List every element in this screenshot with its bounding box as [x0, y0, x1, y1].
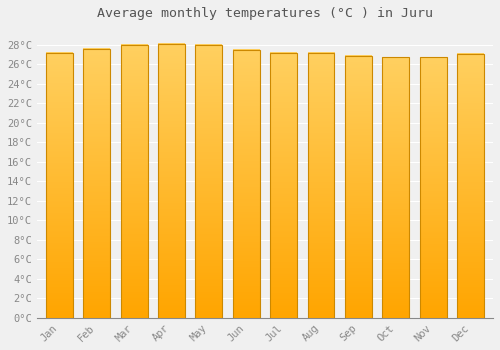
- Bar: [345, 56, 372, 318]
- Bar: [382, 57, 409, 318]
- Bar: [46, 52, 72, 318]
- Bar: [308, 52, 334, 318]
- Bar: [83, 49, 110, 318]
- Bar: [233, 50, 260, 318]
- Bar: [158, 44, 185, 318]
- Bar: [420, 57, 446, 318]
- Bar: [233, 50, 260, 318]
- Bar: [457, 54, 484, 318]
- Bar: [158, 44, 185, 318]
- Bar: [196, 45, 222, 318]
- Bar: [270, 52, 297, 318]
- Bar: [83, 49, 110, 318]
- Bar: [382, 57, 409, 318]
- Bar: [46, 52, 72, 318]
- Bar: [120, 45, 148, 318]
- Bar: [345, 56, 372, 318]
- Bar: [196, 45, 222, 318]
- Bar: [420, 57, 446, 318]
- Bar: [457, 54, 484, 318]
- Bar: [308, 52, 334, 318]
- Bar: [270, 52, 297, 318]
- Bar: [120, 45, 148, 318]
- Title: Average monthly temperatures (°C ) in Juru: Average monthly temperatures (°C ) in Ju…: [97, 7, 433, 20]
